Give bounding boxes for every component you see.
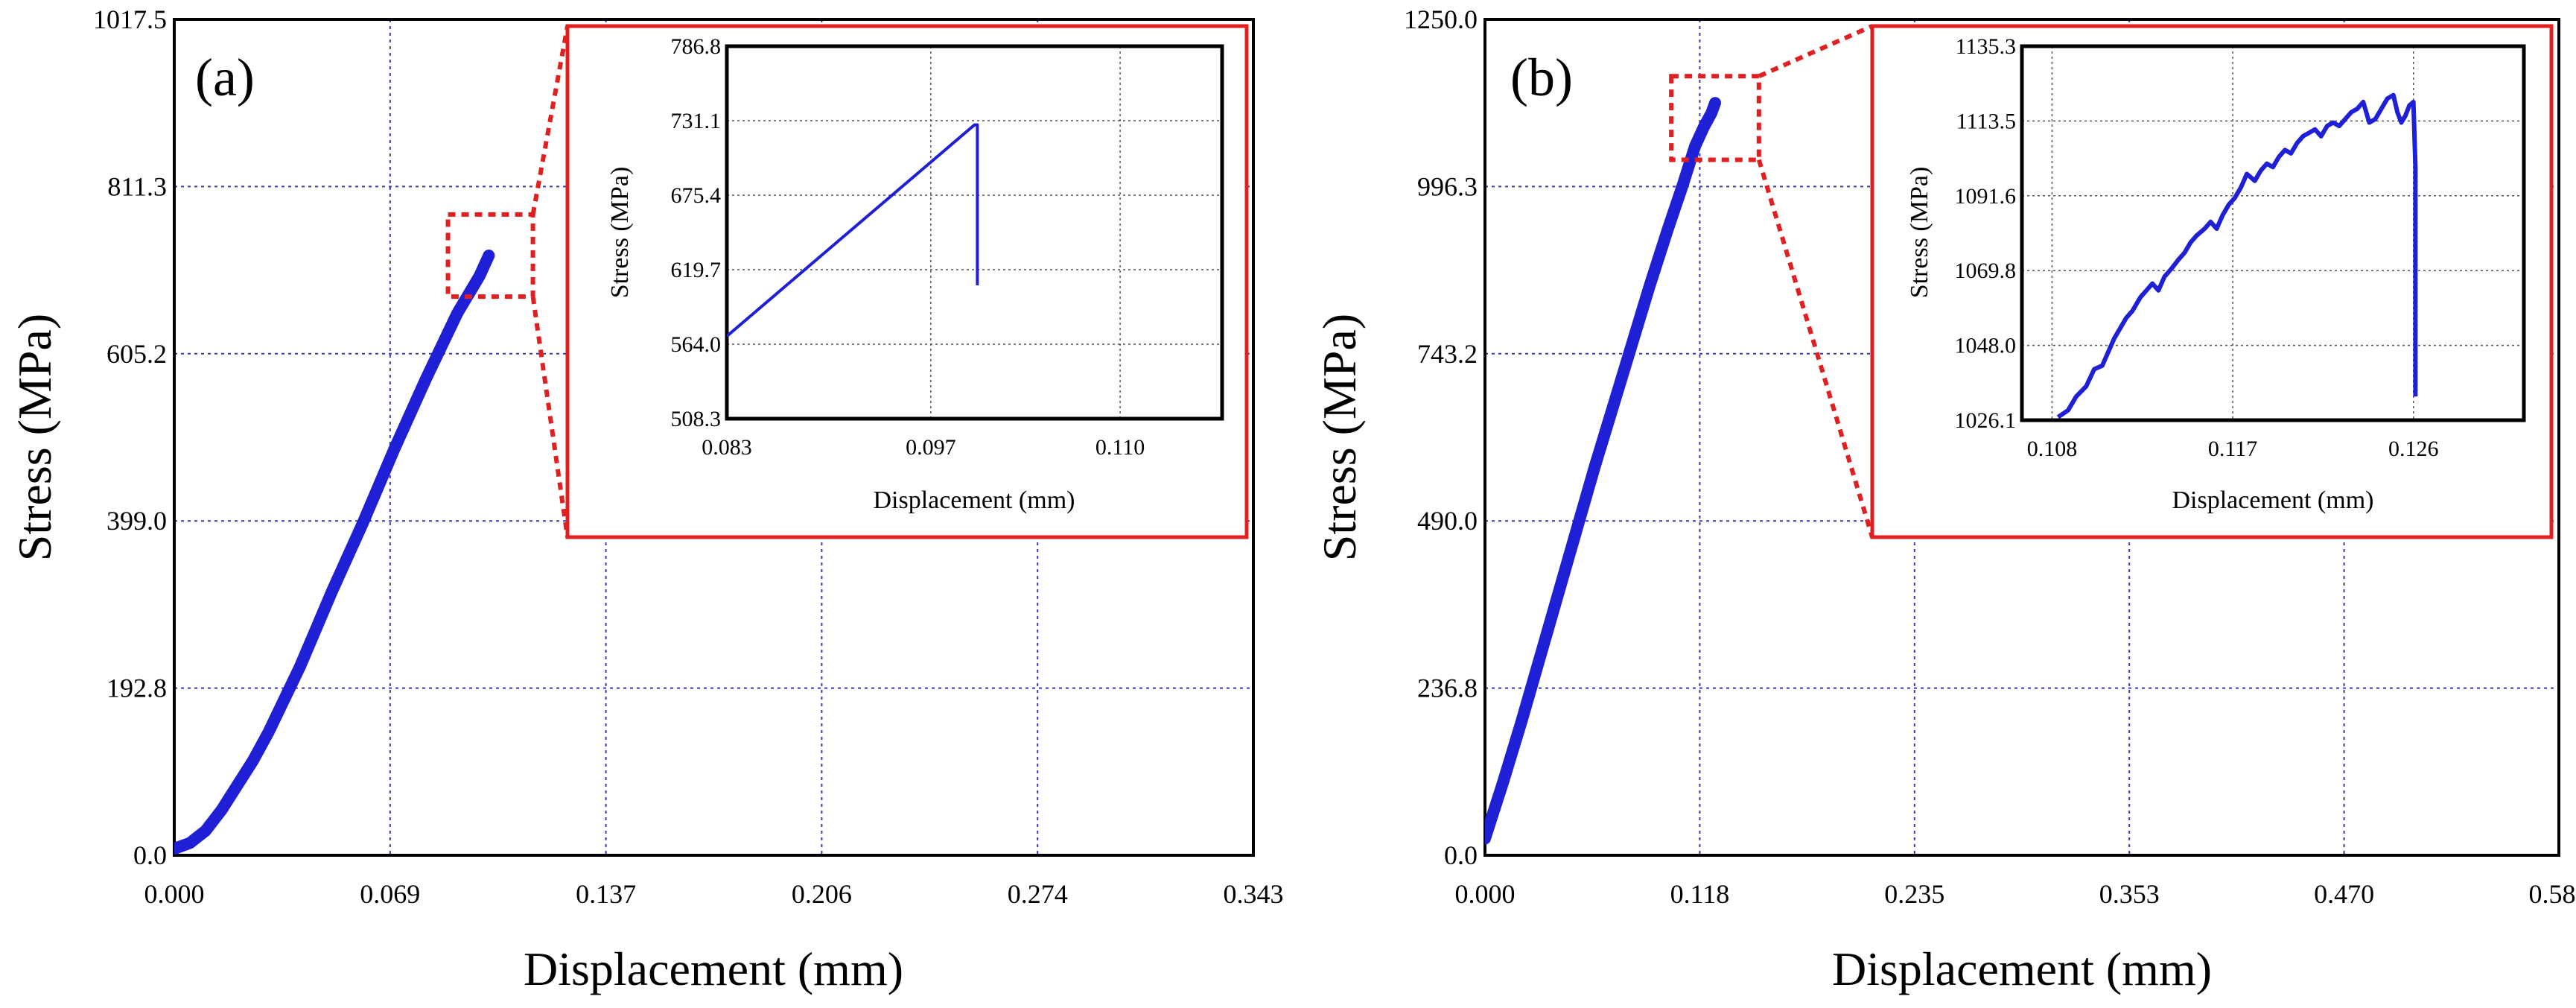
panel-b: 0.000 0.118 0.235 0.353 0.470 0.588 0.0 236.8 4… (1313, 4, 2576, 995)
inset-y-tick-label: 786.8 (671, 34, 722, 59)
panel-b-series-line (1485, 97, 1721, 845)
inset-x-tick-label: 0.108 (2027, 437, 2078, 461)
inset-x-tick-label: 0.117 (2208, 437, 2257, 461)
x-tick-label: 0.206 (792, 879, 852, 909)
panel-b-plot-frame (1483, 18, 2560, 857)
y-tick-label: 236.8 (1417, 673, 1478, 703)
y-tick-label: 996.3 (1417, 171, 1478, 201)
inset-y-tick-label: 619.7 (671, 258, 722, 282)
panel-b-inset-border (1870, 24, 2554, 539)
panel-a-y-tick-labels: 0.0 192.8 399.0 605.2 811.3 1017.5 (93, 4, 167, 870)
panel-b-x-axis-title: Displacement (mm) (1832, 942, 2212, 995)
y-tick-label: 192.8 (106, 673, 167, 703)
y-tick-label: 605.2 (106, 339, 167, 369)
panel-a-zoom-connector-top (530, 25, 570, 215)
x-tick-label: 0.235 (1884, 879, 1944, 909)
y-tick-label: 0.0 (1444, 840, 1478, 870)
x-tick-label: 0.353 (2099, 879, 2160, 909)
x-tick-label: 0.118 (1670, 879, 1730, 909)
panel-a-inset-border (565, 24, 1249, 539)
y-tick-label: 1017.5 (93, 4, 167, 34)
inset-y-tick-label: 1135.3 (1956, 34, 2016, 59)
x-tick-label: 0.000 (1455, 879, 1516, 909)
inset-x-tick-label: 0.097 (906, 435, 956, 460)
inset-y-tick-label: 675.4 (671, 183, 722, 208)
inset-y-tick-label: 1113.5 (1956, 109, 2016, 133)
panel-a-y-axis-title: Stress (MPa) (8, 314, 61, 561)
panel-a-plot-frame (173, 18, 1255, 857)
x-tick-label: 0.069 (360, 879, 420, 909)
y-tick-label: 811.3 (107, 171, 167, 201)
panel-a-x-tick-labels: 0.000 0.069 0.137 0.206 0.274 0.343 (144, 879, 1284, 909)
inset-y-tick-label: 1069.8 (1955, 259, 2017, 283)
inset-x-tick-label: 0.110 (1095, 435, 1145, 460)
panel-a: 0.000 0.069 0.137 0.206 0.274 0.343 0.0 192.8 3… (8, 4, 1284, 995)
panel-b-inset-frame (2020, 44, 2526, 422)
inset-y-tick-label: 564.0 (671, 332, 722, 357)
panel-b-y-tick-labels: 0.0 236.8 490.0 743.2 996.3 1250.0 (1404, 4, 1478, 870)
panel-a-inset-frame (725, 44, 1224, 421)
panel-b-x-tick-labels: 0.000 0.118 0.235 0.353 0.470 0.588 (1455, 879, 2576, 909)
inset-y-tick-label: 508.3 (671, 407, 722, 431)
y-tick-label: 0.0 (133, 840, 167, 870)
inset-x-tick-label: 0.126 (2388, 437, 2439, 461)
panel-a-label: (a) (195, 48, 255, 107)
panel-a-inset-series-line (727, 123, 979, 337)
y-tick-label: 1250.0 (1404, 4, 1478, 34)
panel-b-inset-gridlines (2022, 46, 2524, 420)
panel-a-zoom-connector-bottom (530, 296, 570, 538)
panel-a-inset-x-tick-labels: 0.083 0.097 0.110 (702, 435, 1145, 460)
inset-y-tick-label: 1048.0 (1955, 334, 2017, 358)
inset-x-tick-label: 0.083 (702, 435, 752, 460)
panel-b-zoom-connector-top (1758, 24, 1874, 79)
panel-a-zoom-box (445, 212, 535, 299)
inset-y-tick-label: 731.1 (671, 109, 722, 133)
panel-a-inset-gridlines (726, 46, 1222, 419)
y-tick-label: 743.2 (1417, 339, 1478, 369)
panel-b-label: (b) (1510, 48, 1573, 107)
x-tick-label: 0.274 (1008, 879, 1068, 909)
panel-b-y-axis-title: Stress (MPa) (1313, 314, 1366, 561)
panel-b-inset: 0.108 0.117 0.126 1026.1 1048.0 1069.8 1091.6… (1870, 24, 2554, 539)
panel-b-zoom-box (1669, 74, 1761, 162)
panel-a-inset-y-tick-labels: 508.3 564.0 619.7 675.4 731.1 786.8 (671, 34, 722, 431)
x-tick-label: 0.343 (1224, 879, 1284, 909)
panel-a-x-axis-title: Displacement (mm) (524, 942, 903, 995)
panel-b-zoom-connector-bottom (1756, 159, 1874, 538)
panel-a-inset-y-axis-title: Stress (MPa) (606, 167, 634, 299)
y-tick-label: 490.0 (1417, 506, 1478, 536)
x-tick-label: 0.588 (2529, 879, 2576, 909)
panel-b-inset-y-axis-title: Stress (MPa) (1906, 167, 1933, 299)
panel-b-inset-x-axis-title: Displacement (mm) (2172, 486, 2374, 514)
inset-y-tick-label: 1091.6 (1955, 184, 2017, 209)
panel-a-series-line (174, 250, 495, 855)
x-tick-label: 0.000 (144, 879, 205, 909)
panel-a-inset: 0.083 0.097 0.110 508.3 564.0 619.7 675.4 731.… (565, 24, 1249, 539)
panel-b-inset-y-tick-labels: 1026.1 1048.0 1069.8 1091.6 1113.5 1135.3 (1955, 34, 2017, 433)
panel-a-inset-x-axis-title: Displacement (mm) (874, 486, 1075, 514)
x-tick-label: 0.137 (576, 879, 636, 909)
x-tick-label: 0.470 (2314, 879, 2374, 909)
inset-y-tick-label: 1026.1 (1955, 408, 2017, 433)
panel-b-inset-series-line (2056, 92, 2418, 419)
y-tick-label: 399.0 (106, 506, 167, 536)
panel-b-inset-x-tick-labels: 0.108 0.117 0.126 (2027, 437, 2439, 461)
